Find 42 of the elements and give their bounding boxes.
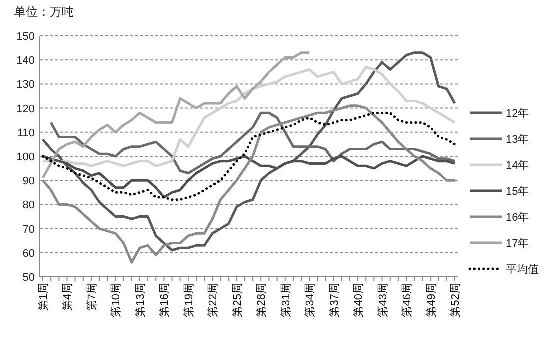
y-tick-label: 50 xyxy=(22,272,35,284)
x-tick-label: 第4周 xyxy=(62,283,74,312)
legend-label: 14年 xyxy=(506,160,530,172)
x-tick-label: 第37周 xyxy=(328,283,341,318)
y-tick-label: 70 xyxy=(22,224,35,236)
legend-label: 15年 xyxy=(506,186,530,198)
x-tick-label: 第16周 xyxy=(159,283,172,318)
y-tick-label: 110 xyxy=(17,127,35,140)
legend-label: 平均值 xyxy=(506,264,539,276)
x-tick-label: 第31周 xyxy=(280,283,292,318)
x-tick-label: 第13周 xyxy=(134,283,147,318)
legend-label: 16年 xyxy=(506,212,530,224)
x-tick-label: 第49周 xyxy=(426,283,438,318)
x-tick-label: 第46周 xyxy=(402,283,414,318)
x-tick-label: 第40周 xyxy=(353,283,366,318)
x-tick-label: 第19周 xyxy=(183,283,196,318)
line-series xyxy=(42,52,311,180)
x-tick-label: 第25周 xyxy=(232,283,244,318)
legend-label: 12年 xyxy=(506,108,530,120)
line-series xyxy=(42,112,456,202)
x-tick-label: 第1周 xyxy=(38,283,50,312)
y-tick-label: 130 xyxy=(16,79,35,92)
y-tick-label: 90 xyxy=(22,176,35,188)
y-tick-label: 80 xyxy=(22,200,35,212)
y-tick-label: 60 xyxy=(22,248,35,260)
line-series xyxy=(50,112,456,175)
x-tick-label: 第43周 xyxy=(377,283,390,318)
line-series xyxy=(42,66,456,168)
x-tick-label: 第34周 xyxy=(304,283,317,318)
y-axis-title: 单位：万吨 xyxy=(14,5,74,19)
x-tick-label: 第10周 xyxy=(110,283,123,318)
legend-label: 13年 xyxy=(506,134,530,146)
y-tick-label: 140 xyxy=(16,55,35,68)
x-tick-label: 第28周 xyxy=(256,283,268,318)
legend-label: 17年 xyxy=(506,238,530,250)
y-tick-label: 150 xyxy=(16,31,35,43)
x-tick-label: 第52周 xyxy=(450,283,462,318)
x-tick-label: 第22周 xyxy=(208,283,220,318)
y-tick-label: 120 xyxy=(16,103,35,116)
y-tick-label: 100 xyxy=(16,152,35,164)
x-tick-label: 第7周 xyxy=(86,283,98,312)
line-series xyxy=(42,52,456,252)
